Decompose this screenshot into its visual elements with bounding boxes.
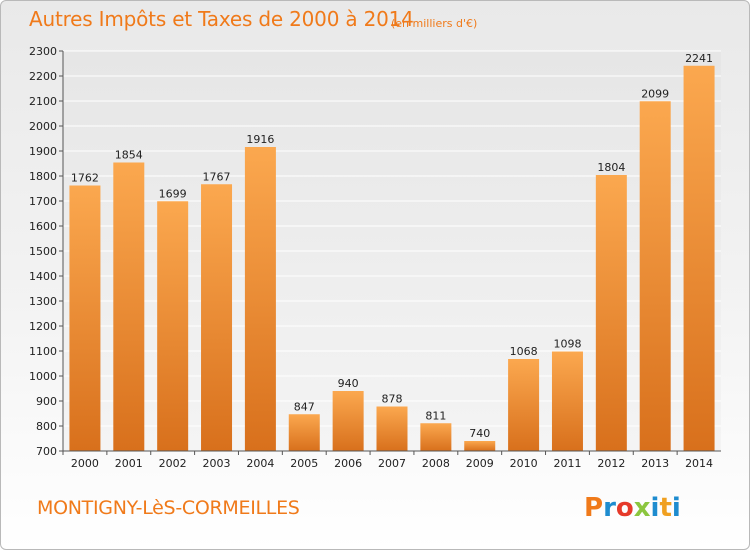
data-label-2001: 1854 [115, 149, 143, 162]
data-label-2003: 1767 [203, 170, 231, 183]
x-tick-label-2006: 2006 [334, 457, 362, 470]
y-tick-label: 1700 [29, 195, 57, 208]
y-tick-label: 2300 [29, 45, 57, 58]
x-tick-label-2000: 2000 [71, 457, 99, 470]
bar-2006 [332, 391, 364, 451]
y-tick-label: 1600 [29, 220, 57, 233]
commune-name: MONTIGNY-LèS-CORMEILLES [37, 497, 300, 519]
bar-2000 [69, 185, 101, 451]
bar-2013 [639, 101, 671, 451]
data-label-2012: 1804 [597, 161, 625, 174]
y-tick-label: 2000 [29, 120, 57, 133]
data-label-2013: 2099 [641, 87, 669, 100]
x-tick-label-2008: 2008 [422, 457, 450, 470]
data-label-2004: 1916 [246, 133, 274, 146]
y-tick-label: 800 [36, 420, 57, 433]
chart-subtitle: (en milliers d'€) [391, 17, 478, 30]
data-labels: 1762 1854 1699 1767 1916 847 940 878 811 740 1068 1… [71, 52, 713, 440]
x-tick-label-2004: 2004 [246, 457, 274, 470]
y-tick-label: 1200 [29, 320, 57, 333]
data-label-2010: 1068 [510, 345, 538, 358]
x-tick-label-2007: 2007 [378, 457, 406, 470]
data-label-2000: 1762 [71, 172, 99, 185]
brand-text: Proxiti [584, 493, 681, 523]
data-label-2007: 878 [382, 393, 403, 406]
bar-2011 [551, 351, 583, 451]
x-tick-label-2003: 2003 [203, 457, 231, 470]
bar-2001 [113, 162, 145, 451]
x-tick-label-2013: 2013 [641, 457, 669, 470]
bar-2012 [595, 175, 627, 451]
bar-2003 [201, 184, 233, 451]
x-axis: 2000 2001 2002 2003 2004 2005 2006 2007 2008 2009… [62, 450, 721, 470]
bar-2004 [244, 147, 276, 451]
bar-2002 [157, 201, 189, 451]
data-label-2006: 940 [338, 377, 359, 390]
x-tick-label-2001: 2001 [115, 457, 143, 470]
y-tick-label: 1000 [29, 370, 57, 383]
bar-2009 [464, 441, 496, 451]
x-tick-label-2005: 2005 [290, 457, 318, 470]
data-label-2008: 811 [425, 409, 446, 422]
data-label-2014: 2241 [685, 52, 713, 65]
y-tick-label: 1100 [29, 345, 57, 358]
y-tick-label: 900 [36, 395, 57, 408]
x-tick-label-2014: 2014 [685, 457, 713, 470]
y-tick-label: 1400 [29, 270, 57, 283]
y-tick-label: 2100 [29, 95, 57, 108]
data-label-2011: 1098 [553, 338, 581, 351]
bars [69, 65, 715, 451]
x-tick-label-2012: 2012 [597, 457, 625, 470]
data-label-2009: 740 [469, 427, 490, 440]
bar-2008 [420, 423, 452, 451]
y-axis: 700 800 900 1000 1100 1200 1300 1400 1500 1600 170… [29, 45, 64, 458]
x-tick-label-2011: 2011 [553, 457, 581, 470]
bar-2007 [376, 406, 408, 451]
bar-2005 [288, 414, 320, 451]
y-tick-label: 1900 [29, 145, 57, 158]
x-tick-label-2009: 2009 [466, 457, 494, 470]
bar-2010 [508, 359, 540, 451]
y-tick-label: 1300 [29, 295, 57, 308]
y-tick-label: 2200 [29, 70, 57, 83]
proxiti-logo[interactable]: Proxiti [584, 489, 694, 523]
chart-title: Autres Impôts et Taxes de 2000 à 2014 [29, 7, 414, 31]
y-tick-label: 1800 [29, 170, 57, 183]
x-tick-label-2002: 2002 [159, 457, 187, 470]
data-label-2005: 847 [294, 400, 315, 413]
y-tick-label: 1500 [29, 245, 57, 258]
data-label-2002: 1699 [159, 187, 187, 200]
bar-2014 [683, 65, 715, 451]
x-tick-label-2010: 2010 [510, 457, 538, 470]
y-tick-label: 700 [36, 445, 57, 458]
